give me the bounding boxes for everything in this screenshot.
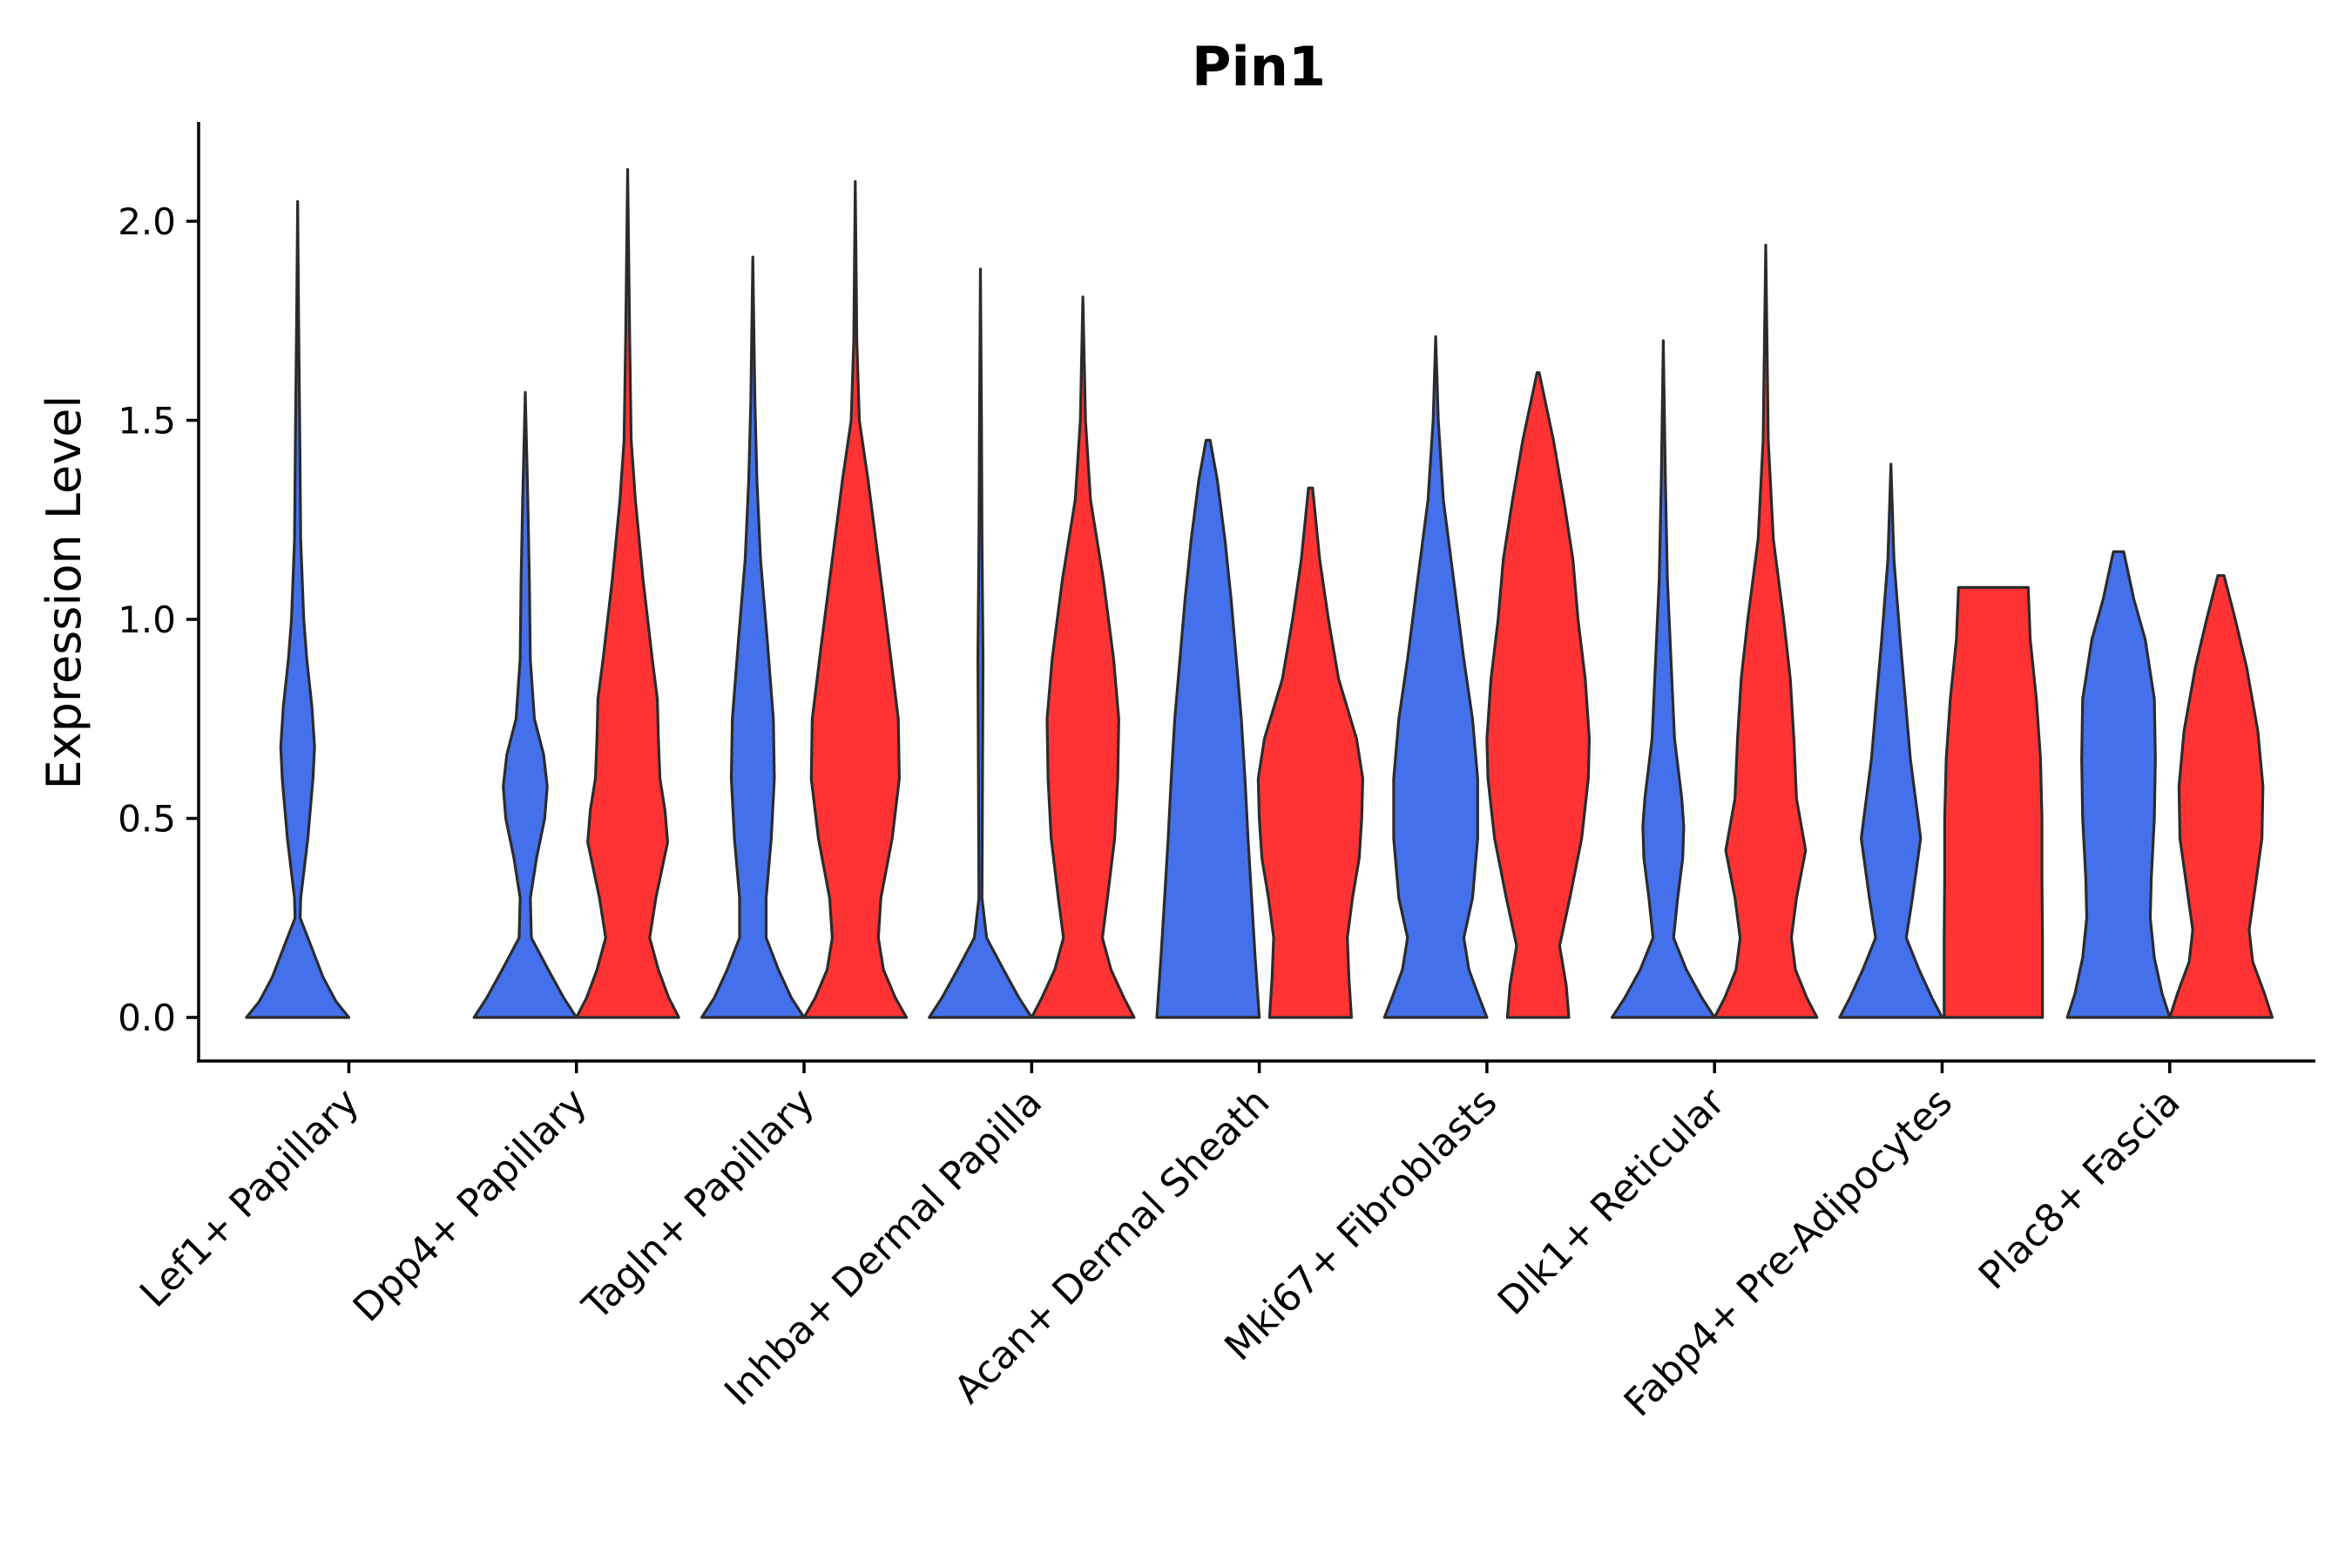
violin-8-red — [1943, 585, 2044, 1019]
violin-6-blue — [1382, 335, 1489, 1019]
violin-7-blue — [1611, 339, 1716, 1019]
violin-3-red — [802, 179, 909, 1019]
violin-9-blue — [2065, 550, 2172, 1019]
y-tick-label: 1.0 — [118, 598, 176, 641]
y-axis-label: Expression Level — [37, 395, 91, 790]
violin-7-red — [1713, 243, 1819, 1019]
violin-6-red — [1485, 371, 1592, 1019]
violin-5-red — [1256, 486, 1364, 1019]
violin-1-blue — [245, 199, 351, 1019]
x-tick-label: Lef1+ Papillary — [132, 1080, 368, 1316]
x-tick-label: Dpp4+ Papillary — [345, 1080, 596, 1331]
y-ticks: 0.0 0.5 1.0 1.5 2.0 — [118, 200, 199, 1039]
x-tick-label: Dlk1+ Reticular — [1490, 1079, 1734, 1324]
y-tick-label: 0.0 — [118, 997, 176, 1039]
violin-group — [245, 168, 2274, 1019]
violin-5-blue — [1155, 438, 1261, 1019]
axes — [197, 122, 2315, 1063]
violin-2-blue — [472, 390, 578, 1019]
violin-4-red — [1030, 295, 1136, 1019]
y-tick-label: 1.5 — [118, 400, 176, 443]
y-tick-label: 0.5 — [118, 798, 176, 841]
chart-title: Pin1 — [1192, 35, 1326, 98]
x-tick-label: Plac8+ Fascia — [1970, 1080, 2189, 1299]
violin-3-blue — [700, 255, 806, 1019]
violin-9-red — [2168, 574, 2274, 1019]
violin-8-blue — [1838, 463, 1944, 1019]
y-tick-label: 2.0 — [118, 200, 176, 243]
violin-2-red — [575, 168, 680, 1019]
x-tick-label: Tagln+ Papillary — [574, 1080, 823, 1329]
violin-4-blue — [928, 267, 1033, 1019]
